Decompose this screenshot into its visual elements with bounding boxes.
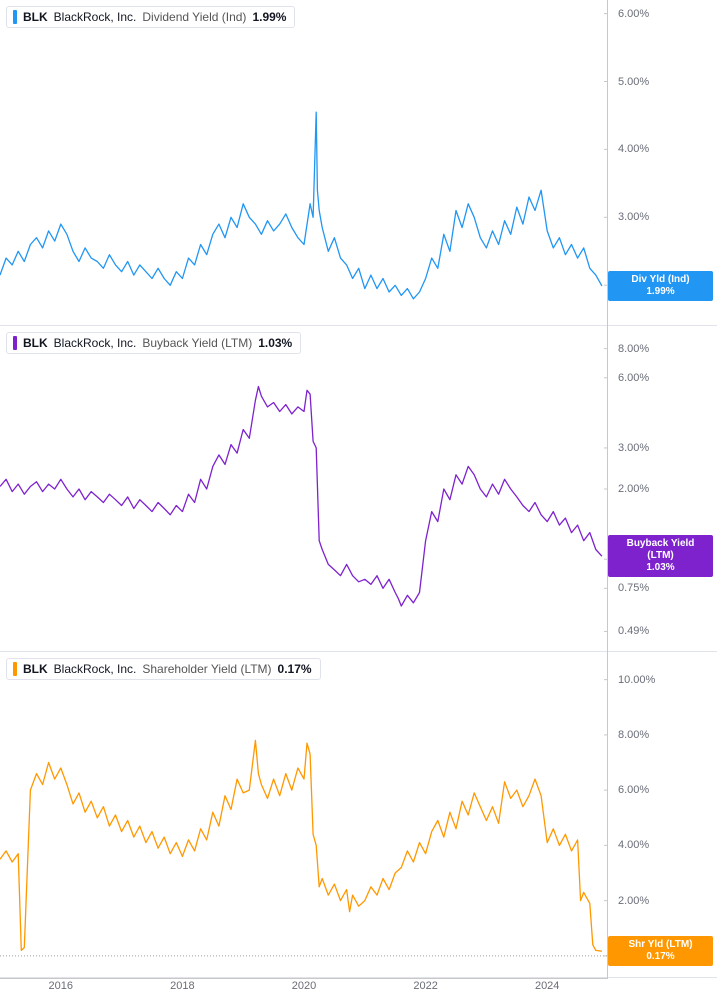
- y-tick-label: 3.00%: [614, 442, 711, 454]
- legend-color-bar: [13, 662, 17, 676]
- x-axis: 2016 2018 2020 2022 2024: [0, 978, 717, 1000]
- tag-value: 1.99%: [614, 286, 707, 298]
- panel-legend[interactable]: BLK BlackRock, Inc. Buyback Yield (LTM) 1.0…: [6, 332, 301, 354]
- legend-value: 1.03%: [258, 336, 292, 350]
- series-line: [0, 112, 602, 299]
- price-tag: Div Yld (Ind)1.99%: [608, 271, 713, 301]
- price-tag: Shr Yld (LTM)0.17%: [608, 936, 713, 966]
- series-line: [0, 387, 602, 607]
- series-line: [0, 740, 602, 951]
- legend-color-bar: [13, 336, 17, 350]
- panel-legend[interactable]: BLK BlackRock, Inc. Dividend Yield (Ind) 1.…: [6, 6, 295, 28]
- y-tick-label: 8.00%: [614, 343, 711, 355]
- chart-panel-2[interactable]: BLK BlackRock, Inc. Shareholder Yield (LTM…: [0, 652, 717, 978]
- legend-company: BlackRock, Inc.: [54, 662, 137, 676]
- x-tick-label: 2024: [535, 980, 559, 992]
- y-tick-label: 4.00%: [614, 143, 711, 155]
- y-tick-label: 0.75%: [614, 582, 711, 594]
- legend-color-bar: [13, 10, 17, 24]
- plot-area[interactable]: [0, 652, 608, 978]
- y-tick-label: 8.00%: [614, 729, 711, 741]
- legend-company: BlackRock, Inc.: [54, 336, 137, 350]
- chart-panel-1[interactable]: BLKBlackRock, Inc.Buyback Yield (LTM)1.0…: [0, 326, 717, 652]
- y-tick-label: 4.00%: [614, 839, 711, 851]
- legend-value: 1.99%: [252, 10, 286, 24]
- legend-metric: Shareholder Yield (LTM): [142, 662, 271, 676]
- y-tick-label: 3.00%: [614, 211, 711, 223]
- legend-ticker: BLK: [23, 336, 48, 350]
- tag-name: Buyback Yield (LTM): [614, 538, 707, 562]
- legend-ticker: BLK: [23, 10, 48, 24]
- chart-container: BLK BlackRock, Inc. Dividend Yield (Ind) 1.…: [0, 0, 717, 1005]
- y-tick-label: 6.00%: [614, 784, 711, 796]
- plot-area[interactable]: [0, 0, 608, 326]
- y-tick-label: 6.00%: [614, 372, 711, 384]
- chart-panel-0[interactable]: BLK BlackRock, Inc. Dividend Yield (Ind) 1.…: [0, 0, 717, 326]
- legend-metric: Buyback Yield (LTM): [142, 336, 252, 350]
- legend-company: BlackRock, Inc.: [54, 10, 137, 24]
- y-tick-label: 0.49%: [614, 625, 711, 637]
- x-tick-label: 2022: [413, 980, 437, 992]
- legend-metric: Dividend Yield (Ind): [142, 10, 246, 24]
- tag-name: Div Yld (Ind): [614, 274, 707, 286]
- price-tag: Buyback Yield (LTM)1.03%: [608, 535, 713, 577]
- legend-ticker: BLK: [23, 662, 48, 676]
- y-tick-label: 6.00%: [614, 8, 711, 20]
- x-tick-label: 2016: [49, 980, 73, 992]
- panel-legend[interactable]: BLK BlackRock, Inc. Shareholder Yield (LTM…: [6, 658, 321, 680]
- plot-area[interactable]: [0, 326, 608, 652]
- tag-value: 0.17%: [614, 951, 707, 963]
- x-tick-label: 2020: [292, 980, 316, 992]
- y-tick-label: 5.00%: [614, 76, 711, 88]
- y-tick-label: 10.00%: [614, 674, 711, 686]
- y-tick-label: 2.00%: [614, 895, 711, 907]
- tag-value: 1.03%: [614, 562, 707, 574]
- legend-value: 0.17%: [278, 662, 312, 676]
- tag-name: Shr Yld (LTM): [614, 939, 707, 951]
- y-tick-label: 2.00%: [614, 483, 711, 495]
- x-tick-label: 2018: [170, 980, 194, 992]
